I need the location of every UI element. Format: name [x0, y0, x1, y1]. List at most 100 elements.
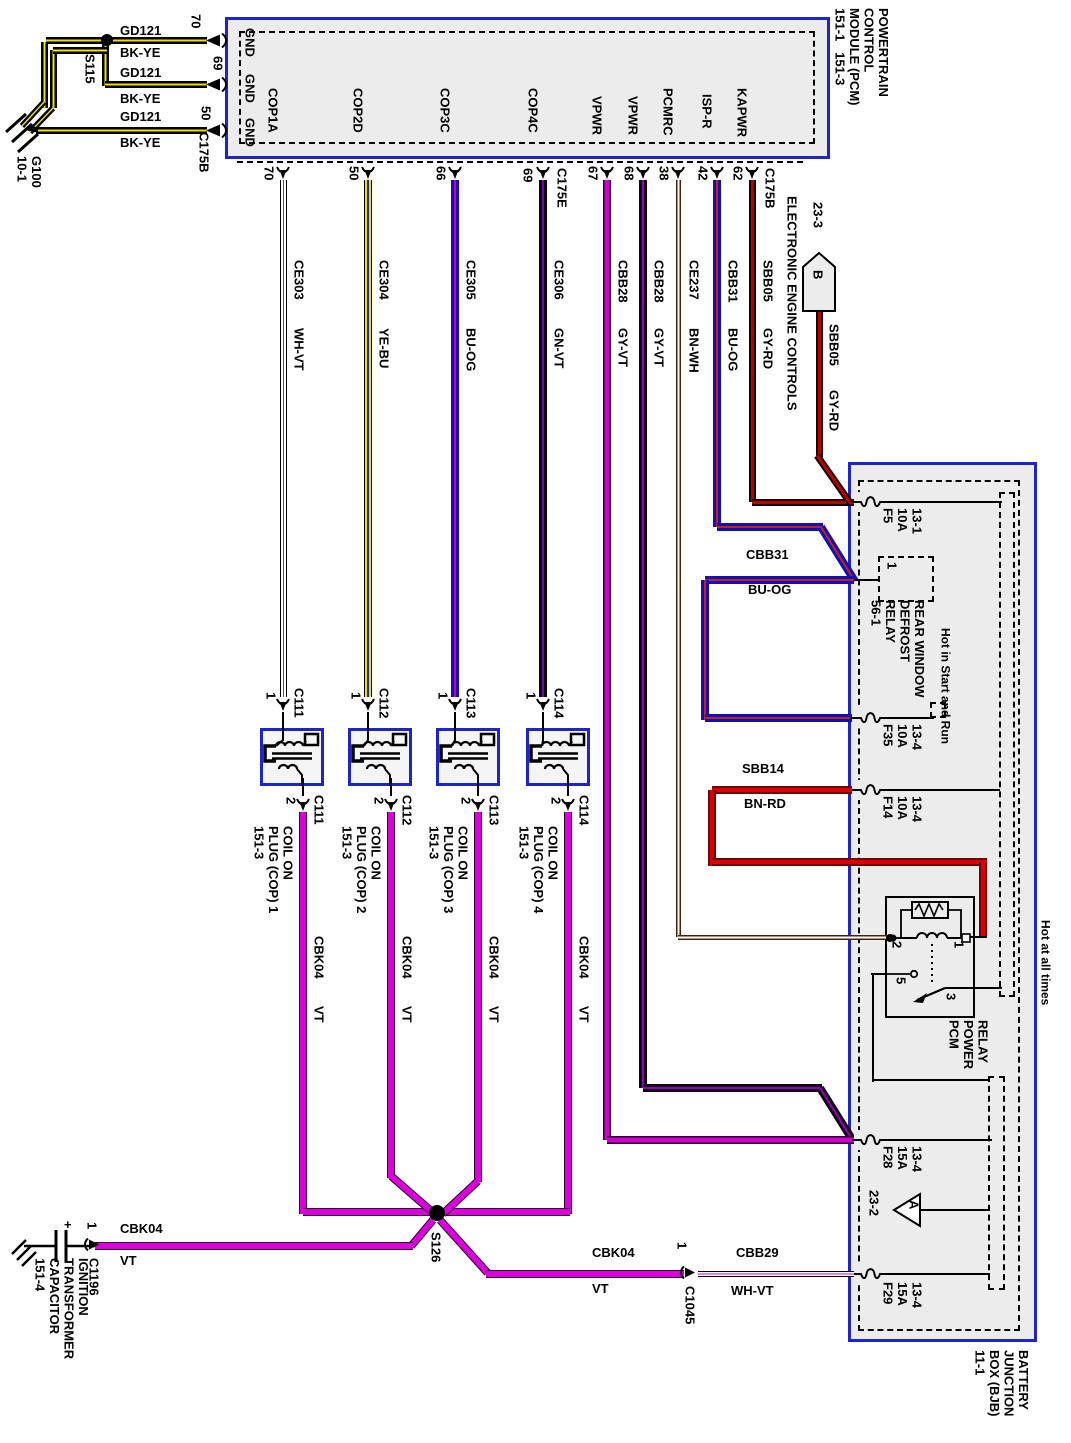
coil2-top-stub	[367, 712, 369, 728]
fuse-f29-icon	[854, 1263, 890, 1290]
pcm-inner-dashed	[239, 31, 815, 144]
sbb05-b-color: GY-RD	[826, 390, 842, 432]
cbb29-wire	[698, 1271, 858, 1277]
f5-line	[852, 501, 1002, 503]
defrost-relay-title: REAR WINDOW DEFROST RELAY 56-1	[868, 600, 928, 698]
pcm-pin-isp-r: ISP-R	[699, 94, 715, 129]
cbb31-elbow	[717, 523, 823, 531]
ce237-elbow	[678, 934, 890, 940]
sbb05-circuit: SBB05	[760, 260, 776, 302]
coil4-bot-stub	[567, 778, 569, 796]
ref-23-3: 23-3	[810, 202, 826, 229]
sbb05-color: GY-RD	[760, 328, 776, 370]
bjb-bus-hot-at-all-times	[999, 492, 1015, 997]
cbb31-h-circuit: CBB31	[746, 547, 789, 562]
splice-s126	[429, 1205, 445, 1221]
g100-label: G100 10-1	[14, 156, 45, 188]
pcm-pin-cop4c: COP4C	[525, 88, 541, 133]
cbb29-circuit: CBB29	[736, 1245, 779, 1260]
fuse-f28: F28 15A 13-4	[880, 1146, 925, 1173]
bkye-1: BK-YE	[120, 45, 161, 60]
gnd-left-vert-a	[40, 42, 48, 108]
pcm-pin69-terminal-icon	[204, 76, 230, 97]
relay-pin-3: 3	[943, 993, 959, 1001]
offpage-arrow-a-icon	[892, 1192, 922, 1233]
cbb28-1-color: GY-VT	[615, 328, 631, 368]
cbk04-4-circuit: CBK04	[576, 936, 592, 979]
cbk04-cap-wire	[95, 1242, 413, 1250]
c111-top: C111	[291, 688, 307, 718]
coil1-top-stub	[282, 712, 284, 728]
cbk04-coil1	[299, 812, 307, 1214]
ce304-wire	[364, 180, 372, 697]
c111-pin2-terminal-icon	[296, 796, 310, 818]
cbk04-coil2	[387, 812, 395, 1178]
c113-pin2: 2	[458, 797, 474, 805]
cbk04-1-color: VT	[311, 1006, 327, 1023]
coil1-bot-stub	[302, 778, 304, 796]
f29-line	[886, 1273, 990, 1275]
c111-bot: C111	[311, 795, 327, 825]
coil3-title: COIL ON PLUG (COP) 3 151-3	[426, 826, 471, 914]
pcm-pin70-terminal-icon	[204, 32, 230, 53]
ce305-circuit: CE305	[463, 260, 479, 300]
pin-70-bottom: 70	[261, 166, 277, 181]
c111-pin2: 2	[283, 797, 299, 805]
cbb31-loop-left	[701, 580, 709, 720]
cbk04-out-color: VT	[592, 1281, 609, 1296]
gnd-pin50-wire	[36, 126, 207, 134]
c1196-label: C1196	[86, 1258, 102, 1296]
c112-pin2: 2	[371, 797, 387, 805]
pcm-pin67-terminal-icon	[600, 164, 614, 186]
bkye-2: BK-YE	[120, 91, 161, 106]
cbk04-1-circuit: CBK04	[311, 936, 327, 979]
ce303-color: WH-VT	[291, 328, 307, 371]
ce304-color: YE-BU	[376, 328, 392, 369]
sbb14-top	[712, 786, 852, 794]
c113-top: C113	[463, 688, 479, 719]
eec-label: ELECTRONIC ENGINE CONTROLS	[784, 196, 800, 411]
cbb31-loop-bottom	[705, 714, 852, 722]
capacitor-c1196-icon	[10, 1222, 95, 1273]
c112-top: C112	[376, 688, 392, 719]
bkye-3: BK-YE	[120, 135, 161, 150]
relay-pin-5: 5	[893, 977, 909, 985]
f14-line	[850, 789, 1000, 791]
cbk04-out-diag	[437, 1217, 491, 1276]
c175b-left: C175B	[196, 132, 212, 173]
cbb31-wire	[713, 180, 721, 527]
ground-g100-icon	[2, 98, 58, 165]
gnd-pin69-wire	[105, 80, 207, 88]
coil4-top-stub	[542, 712, 544, 728]
coil4-transformer-icon	[526, 728, 590, 791]
c1045-pin1: 1	[674, 1242, 690, 1250]
arrow-23-2-line	[921, 1209, 990, 1211]
pcm-pin50-terminal-icon	[204, 122, 230, 143]
fuse-f29: F29 15A 13-4	[880, 1282, 925, 1309]
pcm-power-relay-internals-icon	[885, 896, 975, 1023]
fuse-f28-icon	[854, 1129, 890, 1156]
cbk04-3-color: VT	[486, 1006, 502, 1023]
coil2-box	[348, 728, 412, 786]
ce305-wire	[451, 180, 459, 697]
coil2-transformer-icon	[348, 728, 412, 791]
ce303-wire	[279, 180, 287, 697]
defrost-pin1-line	[850, 579, 880, 581]
pcm-pin69b-terminal-icon	[536, 164, 550, 186]
coil3-top-stub	[454, 712, 456, 728]
c114-top: C114	[551, 688, 567, 719]
coil1-transformer-icon	[260, 728, 324, 791]
fuse-f14-icon	[854, 779, 890, 806]
cbb31-h-color: BU-OG	[748, 582, 792, 597]
cbb28-1-elbow	[607, 1136, 854, 1144]
sbb14-right	[979, 862, 987, 938]
pin-67-bottom: 67	[585, 166, 601, 181]
sbb05-wire	[748, 180, 756, 502]
sbb05-b-wire	[815, 310, 823, 457]
pcm-connector-face	[237, 161, 803, 163]
pin-69-top: 69	[210, 56, 226, 71]
pcm-gnd-3: GND	[242, 118, 258, 147]
relay-pin5-b	[872, 974, 874, 1082]
f35-line	[850, 717, 934, 719]
c112-pin1-terminal-icon	[361, 696, 375, 718]
